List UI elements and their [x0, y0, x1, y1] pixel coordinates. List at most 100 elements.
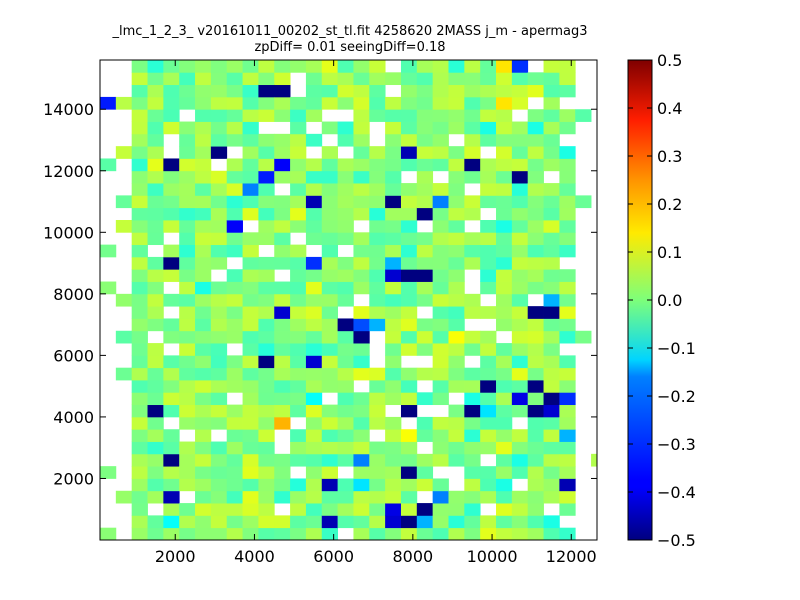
heatmap-cell — [416, 109, 434, 122]
heatmap-cell — [290, 158, 307, 172]
heatmap-cell — [385, 170, 402, 184]
heatmap-cell — [448, 306, 465, 319]
heatmap-cell — [179, 256, 196, 270]
heatmap-cell — [210, 380, 228, 393]
heatmap-cell — [480, 367, 497, 381]
heatmap-cell — [242, 84, 259, 98]
heatmap-cell — [195, 355, 212, 369]
heatmap-cell — [480, 72, 497, 86]
heatmap-cell — [321, 256, 339, 270]
colorbar-tick-label: −0.3 — [657, 435, 696, 454]
heatmap-cell — [400, 429, 418, 442]
heatmap-cell — [321, 318, 339, 332]
heatmap-cell — [527, 490, 544, 504]
heatmap-cell — [511, 244, 529, 258]
heatmap-cell — [511, 281, 529, 295]
heatmap-cell — [337, 195, 354, 209]
heatmap-cell — [543, 355, 560, 369]
heatmap-cell — [543, 146, 560, 159]
heatmap-cell — [179, 146, 196, 159]
heatmap-cell — [385, 306, 402, 319]
heatmap-cell — [305, 96, 323, 110]
heatmap-cell — [496, 195, 513, 209]
heatmap-cell — [147, 293, 164, 307]
heatmap-cell — [179, 416, 196, 430]
heatmap-cell — [353, 146, 370, 159]
heatmap-cell — [290, 183, 307, 196]
heatmap-cell — [290, 429, 307, 442]
heatmap-cell — [195, 170, 212, 184]
heatmap-cell — [179, 466, 196, 479]
heatmap-cell — [305, 269, 323, 282]
heatmap-cell — [353, 84, 370, 98]
heatmap-cell — [242, 367, 259, 381]
heatmap-cell — [179, 170, 196, 184]
heatmap-cell — [258, 96, 275, 110]
heatmap-cell — [131, 392, 148, 406]
heatmap-cell — [242, 355, 259, 369]
heatmap-cell — [258, 466, 275, 479]
colorbar-tick-label: 0.0 — [657, 291, 682, 310]
heatmap-cell — [274, 207, 291, 221]
heatmap-cell — [416, 527, 434, 540]
heatmap-cell — [195, 158, 212, 172]
heatmap-cell — [496, 170, 513, 184]
y-tick-label: 10000 — [43, 223, 94, 242]
heatmap-cell — [480, 416, 497, 430]
heatmap-cells — [100, 60, 597, 540]
heatmap-cell — [543, 220, 560, 233]
heatmap-cell — [480, 466, 497, 479]
heatmap-cell — [511, 515, 529, 529]
heatmap-cell — [305, 503, 323, 516]
heatmap-cell — [353, 503, 370, 516]
heatmap-cell — [527, 109, 544, 122]
heatmap-cell — [226, 60, 243, 73]
heatmap-cell — [179, 527, 196, 540]
heatmap-cell — [195, 416, 212, 430]
colorbar-tick-label: −0.4 — [657, 483, 696, 502]
heatmap-cell — [242, 392, 259, 406]
heatmap-cell — [385, 318, 402, 332]
heatmap-cell — [432, 195, 449, 209]
heatmap-cell — [305, 416, 323, 430]
heatmap-cell — [527, 207, 544, 221]
heatmap-cell — [290, 170, 307, 184]
heatmap-cell — [480, 256, 497, 270]
heatmap-cell — [290, 404, 307, 418]
heatmap-cell — [400, 72, 418, 86]
heatmap-cell — [527, 121, 544, 135]
heatmap-cell — [321, 416, 339, 430]
heatmap-cell — [195, 453, 212, 467]
heatmap-cell — [258, 170, 275, 184]
heatmap-cell — [527, 527, 544, 540]
heatmap-cell — [321, 453, 339, 467]
heatmap-cell — [400, 281, 418, 295]
heatmap-cell — [448, 269, 465, 282]
heatmap-cell — [210, 441, 228, 455]
heatmap-cell — [210, 306, 228, 319]
heatmap-cell — [242, 60, 259, 73]
heatmap-cell — [337, 293, 354, 307]
heatmap-cell — [559, 121, 576, 135]
heatmap-cell — [131, 109, 148, 122]
heatmap-cell — [274, 220, 291, 233]
heatmap-cell — [226, 503, 243, 516]
heatmap-cell — [432, 416, 449, 430]
heatmap-cell — [210, 121, 228, 135]
heatmap-cell — [432, 72, 449, 86]
heatmap-cell — [559, 441, 576, 455]
heatmap-cell — [448, 109, 465, 122]
heatmap-cell — [464, 441, 481, 455]
heatmap-cell — [258, 515, 275, 529]
heatmap-cell — [321, 158, 339, 172]
heatmap-cell — [274, 478, 291, 492]
heatmap-cell — [305, 478, 323, 492]
heatmap-cell — [305, 84, 323, 98]
heatmap-cell — [464, 146, 481, 159]
heatmap-cell — [163, 244, 180, 258]
heatmap-cell — [527, 183, 544, 196]
heatmap-cell — [543, 490, 560, 504]
heatmap-cell — [527, 478, 544, 492]
heatmap-cell — [131, 380, 148, 393]
heatmap-cell — [305, 380, 323, 393]
